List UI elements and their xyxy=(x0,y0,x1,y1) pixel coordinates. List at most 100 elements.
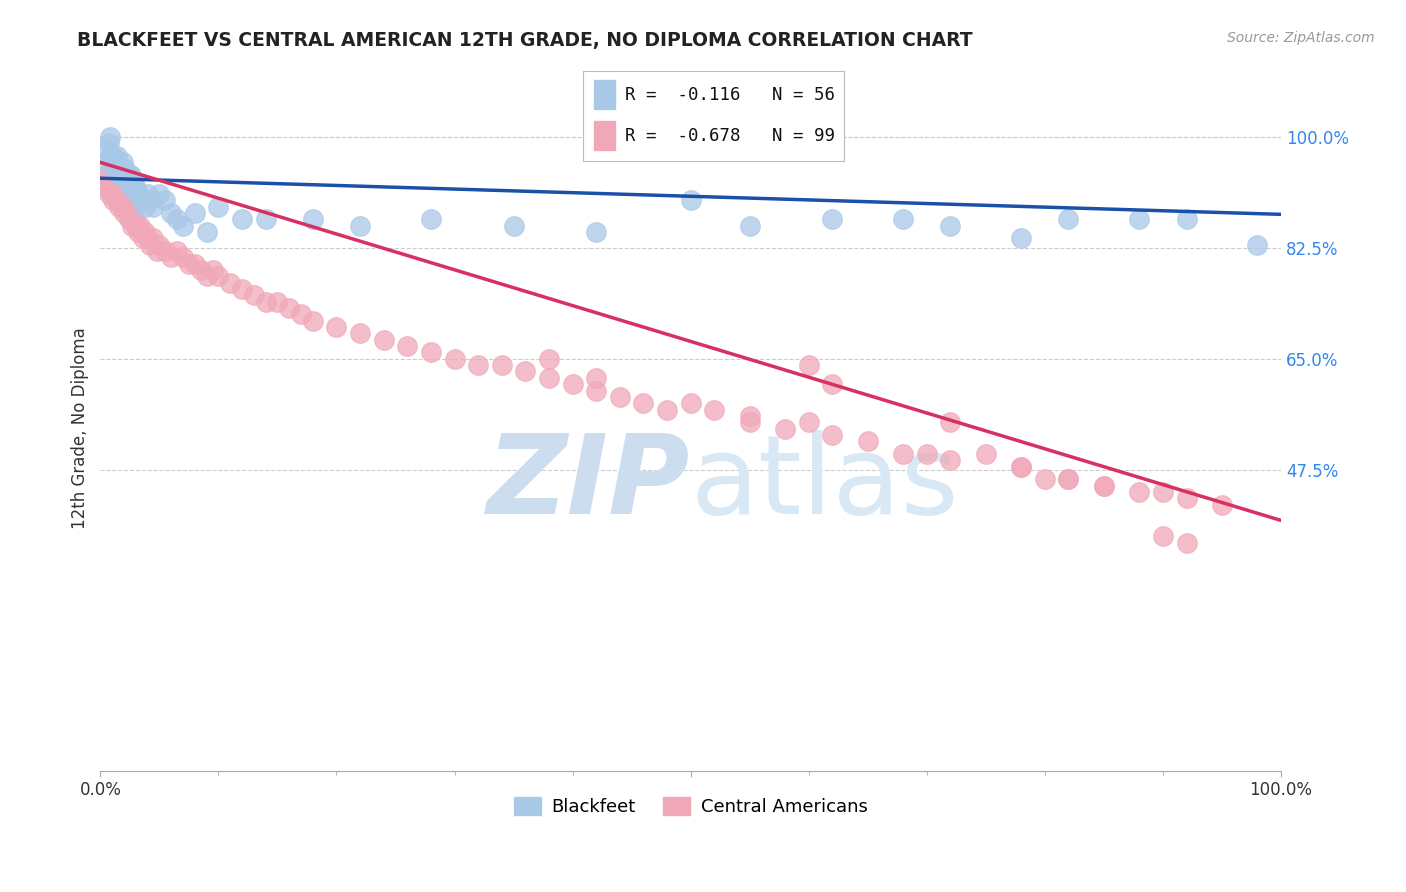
Point xyxy=(98,130,121,145)
Point xyxy=(107,187,129,202)
Point xyxy=(254,294,277,309)
Point xyxy=(207,269,229,284)
Point xyxy=(172,251,194,265)
Text: ZIP: ZIP xyxy=(486,430,690,537)
Bar xyxy=(593,80,614,109)
Point xyxy=(104,187,127,202)
Point xyxy=(1246,237,1268,252)
Point xyxy=(155,244,177,259)
Text: Source: ZipAtlas.com: Source: ZipAtlas.com xyxy=(1227,31,1375,45)
Point xyxy=(139,237,162,252)
Point xyxy=(207,200,229,214)
Point xyxy=(939,219,962,233)
Point xyxy=(134,225,156,239)
Point xyxy=(1175,491,1198,506)
Point xyxy=(515,364,537,378)
Point xyxy=(125,219,148,233)
Point xyxy=(177,257,200,271)
Point xyxy=(96,143,118,157)
Point xyxy=(703,402,725,417)
Point xyxy=(467,358,489,372)
Point xyxy=(891,447,914,461)
Point xyxy=(117,174,139,188)
Point xyxy=(325,320,347,334)
Point xyxy=(103,194,125,208)
Point xyxy=(1211,498,1233,512)
Point xyxy=(103,149,125,163)
Point xyxy=(195,269,218,284)
Point xyxy=(373,333,395,347)
Point xyxy=(1128,212,1150,227)
Point xyxy=(110,194,132,208)
Point xyxy=(118,174,141,188)
Point xyxy=(103,155,125,169)
Point xyxy=(127,187,149,202)
Point xyxy=(118,206,141,220)
Point xyxy=(108,200,131,214)
Point xyxy=(561,377,583,392)
Point xyxy=(856,434,879,449)
Point xyxy=(254,212,277,227)
Point xyxy=(100,149,122,163)
Point xyxy=(112,206,135,220)
Point xyxy=(891,212,914,227)
Point xyxy=(585,225,607,239)
Text: BLACKFEET VS CENTRAL AMERICAN 12TH GRADE, NO DIPLOMA CORRELATION CHART: BLACKFEET VS CENTRAL AMERICAN 12TH GRADE… xyxy=(77,31,973,50)
Point xyxy=(302,314,325,328)
Point xyxy=(148,237,170,252)
Point xyxy=(134,200,156,214)
Point xyxy=(1128,484,1150,499)
Point xyxy=(101,155,124,169)
Point xyxy=(537,351,560,366)
Point xyxy=(120,168,142,182)
Point xyxy=(1152,484,1174,499)
Point xyxy=(1010,459,1032,474)
Point xyxy=(633,396,655,410)
Point xyxy=(585,384,607,398)
Point xyxy=(1092,478,1115,492)
Point xyxy=(117,206,139,220)
Point xyxy=(114,161,136,176)
Point xyxy=(231,212,253,227)
Point xyxy=(98,174,121,188)
Point xyxy=(120,212,142,227)
Point xyxy=(101,187,124,202)
Point xyxy=(443,351,465,366)
Point xyxy=(266,294,288,309)
Point xyxy=(655,402,678,417)
Point xyxy=(821,428,844,442)
Point xyxy=(231,282,253,296)
Point xyxy=(172,219,194,233)
Point xyxy=(131,194,153,208)
Point xyxy=(108,168,131,182)
Point xyxy=(939,453,962,467)
Point xyxy=(302,212,325,227)
Point xyxy=(142,231,165,245)
Point xyxy=(797,358,820,372)
Point xyxy=(114,194,136,208)
Point xyxy=(419,345,441,359)
Point xyxy=(103,180,125,194)
Point xyxy=(219,276,242,290)
Point xyxy=(184,206,207,220)
Point xyxy=(112,168,135,182)
Point xyxy=(115,200,138,214)
Y-axis label: 12th Grade, No Diploma: 12th Grade, No Diploma xyxy=(72,327,89,529)
Point xyxy=(166,244,188,259)
Point xyxy=(821,212,844,227)
Point xyxy=(129,219,152,233)
Point xyxy=(121,180,143,194)
Point xyxy=(104,161,127,176)
Point xyxy=(124,212,146,227)
Point xyxy=(1057,472,1080,486)
Point xyxy=(105,149,128,163)
Point xyxy=(491,358,513,372)
Point xyxy=(118,168,141,182)
Point xyxy=(1152,529,1174,543)
Point xyxy=(821,377,844,392)
Point xyxy=(278,301,301,315)
Point xyxy=(195,225,218,239)
Point xyxy=(127,225,149,239)
Point xyxy=(96,168,118,182)
Point xyxy=(97,187,120,202)
